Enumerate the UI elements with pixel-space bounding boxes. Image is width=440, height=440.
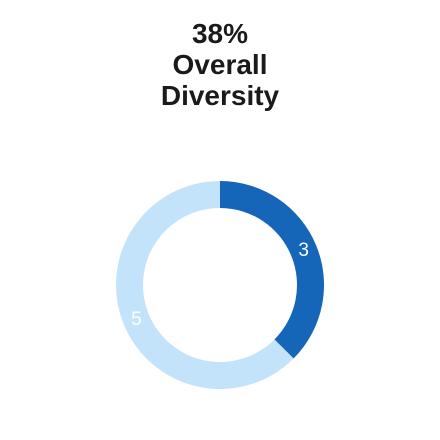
slice-value-label-2: 5 bbox=[131, 309, 142, 330]
slice-value-label-1: 3 bbox=[298, 240, 309, 261]
donut-slices bbox=[115, 181, 324, 389]
title-line-overall: Overall bbox=[172, 49, 268, 80]
title-line-diversity: Diversity bbox=[160, 80, 280, 111]
donut-slice-1 bbox=[220, 181, 324, 359]
title-line-percentage: 38% bbox=[191, 18, 249, 49]
donut-labels: 35 bbox=[131, 240, 309, 330]
donut-slice-2 bbox=[115, 181, 294, 389]
chart-title: 38% Overall Diversity bbox=[0, 18, 440, 111]
